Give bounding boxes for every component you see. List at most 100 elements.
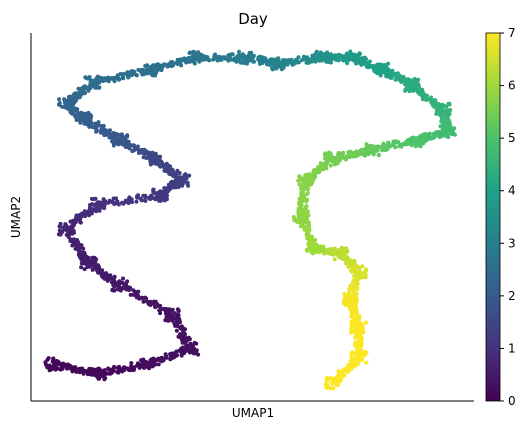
scatter-point (434, 133, 438, 137)
scatter-point (89, 370, 93, 374)
scatter-point (274, 62, 278, 66)
scatter-point (440, 107, 444, 111)
scatter-point (343, 292, 347, 296)
scatter-point (249, 51, 253, 55)
scatter-point (313, 59, 317, 63)
scatter-point (122, 365, 126, 369)
scatter-point (175, 329, 179, 333)
scatter-point (439, 113, 443, 117)
scatter-point (418, 144, 422, 148)
scatter-point (105, 76, 109, 80)
scatter-point (179, 60, 183, 64)
scatter-point (87, 86, 91, 90)
scatter-point (347, 151, 351, 155)
scatter-point (307, 221, 311, 225)
scatter-point (193, 57, 197, 61)
scatter-point (404, 87, 408, 91)
scatter-point (354, 327, 358, 331)
scatter-point (234, 59, 238, 63)
scatter-point (375, 71, 379, 75)
x-axis-label: UMAP1 (232, 406, 274, 420)
scatter-point (177, 317, 181, 321)
scatter-point (78, 250, 82, 254)
scatter-point (91, 257, 95, 261)
scatter-point (363, 350, 367, 354)
scatter-point (104, 128, 108, 132)
scatter-point (117, 139, 121, 143)
scatter-point (114, 196, 118, 200)
y-axis-label: UMAP2 (9, 196, 23, 238)
scatter-point (358, 51, 362, 55)
scatter-point (332, 252, 336, 256)
scatter-point (258, 56, 262, 60)
scatter-point (359, 330, 363, 334)
scatter-point (90, 208, 94, 212)
scatter-point (150, 65, 154, 69)
scatter-point (97, 86, 101, 90)
scatter-point (112, 289, 116, 293)
scatter-point (319, 245, 323, 249)
scatter-point (350, 311, 354, 315)
scatter-point (178, 183, 182, 187)
scatter-point (66, 230, 70, 234)
scatter-point (96, 372, 100, 376)
scatter-point (414, 144, 418, 148)
scatter-point (346, 370, 350, 374)
scatter-point (151, 153, 155, 157)
scatter-point (367, 147, 371, 151)
scatter-point (76, 240, 80, 244)
scatter-point (271, 67, 275, 71)
scatter-point (393, 145, 397, 149)
scatter-point (408, 89, 412, 93)
scatter-point (135, 73, 139, 77)
scatter-point (405, 78, 409, 82)
scatter-point (123, 135, 127, 139)
scatter-point (156, 197, 160, 201)
scatter-point (51, 360, 55, 364)
scatter-point (125, 279, 129, 283)
scatter-point (130, 69, 134, 73)
scatter-point (360, 336, 364, 340)
scatter-point (422, 139, 426, 143)
colorbar-tick-label: 5 (508, 131, 516, 145)
scatter-point (353, 266, 357, 270)
scatter-point (72, 222, 76, 226)
scatter-point (177, 309, 181, 313)
scatter-point (349, 265, 353, 269)
scatter-point (361, 323, 365, 327)
scatter-point (102, 206, 106, 210)
scatter-point (90, 121, 94, 125)
scatter-point (386, 141, 390, 145)
scatter-point (242, 54, 246, 58)
scatter-point (126, 143, 130, 147)
scatter-point (51, 357, 55, 361)
chart-title: Day (238, 10, 268, 28)
scatter-point (349, 320, 353, 324)
scatter-point (331, 386, 335, 390)
scatter-point (275, 67, 279, 71)
scatter-point (420, 134, 424, 138)
scatter-point (156, 63, 160, 67)
scatter-point (448, 112, 452, 116)
scatter-point (60, 105, 64, 109)
scatter-point (414, 140, 418, 144)
scatter-point (367, 152, 371, 156)
scatter-point (151, 73, 155, 77)
scatter-point (352, 285, 356, 289)
scatter-point (336, 383, 340, 387)
scatter-point (350, 327, 354, 331)
scatter-point (380, 148, 384, 152)
scatter-point (162, 165, 166, 169)
scatter-point (358, 61, 362, 65)
scatter-point (73, 365, 77, 369)
scatter-point (415, 88, 419, 92)
scatter-point (305, 249, 309, 253)
scatter-point (355, 362, 359, 366)
colorbar-tick-label: 1 (508, 341, 516, 355)
scatter-point (58, 362, 62, 366)
scatter-point (173, 182, 177, 186)
scatter-point (317, 55, 321, 59)
scatter-point (151, 190, 155, 194)
scatter-point (171, 308, 175, 312)
scatter-point (153, 305, 157, 309)
